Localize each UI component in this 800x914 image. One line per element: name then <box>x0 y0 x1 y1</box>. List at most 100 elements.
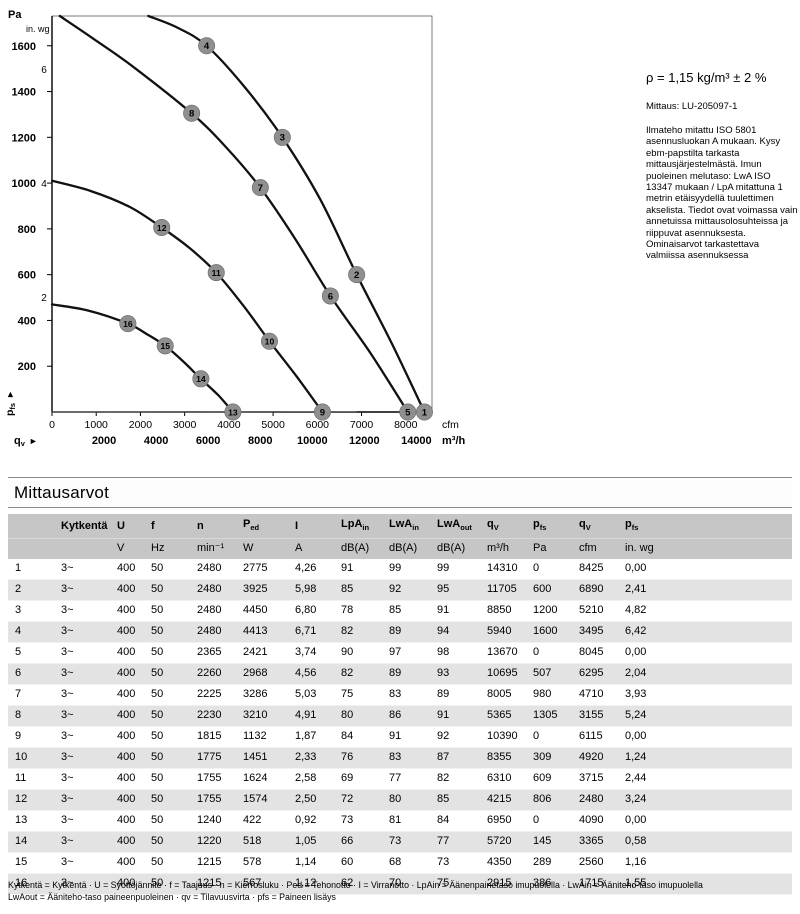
table-cell: 82 <box>341 625 354 638</box>
row-number: 16 <box>15 877 28 890</box>
measurement-note: Ilmateho mitattu ISO 5801 asennusluokan … <box>646 125 798 262</box>
y-tick-label-pa: 600 <box>18 270 36 282</box>
table-cell: 0 <box>533 730 540 743</box>
footnote-line-2: LwAout = Ääniteho-taso paineenpuoleinen … <box>8 891 336 902</box>
row-number: 11 <box>15 772 27 785</box>
table-cell: 86 <box>389 709 402 722</box>
y-tick-label-pa: 400 <box>18 315 36 327</box>
x-tick-label-cfm: 7000 <box>350 419 374 431</box>
column-unit-5: W <box>236 538 288 560</box>
column-header-13: pfs <box>625 518 639 533</box>
fan-curves <box>50 14 426 414</box>
table-cell: 50 <box>151 646 164 659</box>
table-cell: 1,55 <box>625 877 647 890</box>
x-tick-label-cfm: 1000 <box>85 419 109 431</box>
table-cell: 3~ <box>61 772 74 785</box>
pressure-axis-symbol: pfs► <box>4 390 17 416</box>
table-cell: 85 <box>341 583 354 596</box>
table-cell: 84 <box>341 730 354 743</box>
table-cell: 0 <box>533 814 540 827</box>
table-cell: 1775 <box>197 751 222 764</box>
table-row-12: 12 3~ 400 50 1755 1574 2,50 72 80 85 4215 806 2480 3,… <box>8 789 792 811</box>
table-cell: 80 <box>389 793 402 806</box>
column-unit-10: m³/h <box>480 538 526 560</box>
row-number: 7 <box>15 688 22 701</box>
table-cell: 1715 <box>579 877 604 890</box>
table-cell: 3286 <box>243 688 268 701</box>
operating-point-circle <box>207 264 225 282</box>
row-number: 15 <box>15 856 28 869</box>
column-unit-3: Hz <box>144 538 190 560</box>
table-cell: 4920 <box>579 751 604 764</box>
table-cell: 50 <box>151 877 164 890</box>
table-cell: 3~ <box>61 688 74 701</box>
operating-point-number: 10 <box>265 337 275 347</box>
y-tick-label-pa: 1200 <box>12 132 36 144</box>
table-cell: 8355 <box>487 751 512 764</box>
table-cell: 4090 <box>579 814 604 827</box>
table-cell: 50 <box>151 583 164 596</box>
table-cell: 2230 <box>197 709 222 722</box>
table-cell: 70 <box>389 877 402 890</box>
operating-point-4: 4 <box>198 37 216 55</box>
column-header-0 <box>8 514 54 539</box>
table-cell: 3~ <box>61 709 74 722</box>
table-cell: 2,58 <box>295 772 317 785</box>
table-cell: 400 <box>117 793 136 806</box>
footnote-line-1: Kytkentä = Kytkentä · U = Syöttöjännite … <box>8 880 703 890</box>
table-row-6: 6 3~ 400 50 2260 2968 4,56 82 89 93 10695 507 6295 2,… <box>8 663 792 685</box>
table-cell: 8425 <box>579 562 604 575</box>
operating-point-number: 1 <box>422 407 428 418</box>
table-cell: 77 <box>437 835 450 848</box>
table-cell: 73 <box>437 856 450 869</box>
table-cell: 0,00 <box>625 646 647 659</box>
table-cell: 3~ <box>61 583 74 596</box>
table-cell: 3~ <box>61 856 74 869</box>
operating-point-number: 13 <box>228 407 238 417</box>
plot-frame <box>51 15 433 413</box>
table-cell: 400 <box>117 856 136 869</box>
table-cell-filler <box>666 706 792 727</box>
table-cell: 81 <box>389 814 402 827</box>
operating-point-circle <box>119 315 137 333</box>
table-cell: 3~ <box>61 814 74 827</box>
table-cell: 80 <box>341 709 354 722</box>
row-number: 3 <box>15 604 22 617</box>
table-cell-filler <box>666 685 792 706</box>
x-axis-unit-cfm: cfm <box>442 419 459 431</box>
column-unit-0 <box>8 538 54 560</box>
operating-point-11: 11 <box>207 264 225 282</box>
operating-point-15: 15 <box>156 337 174 355</box>
x-tick-label-cfm: 0 <box>49 419 55 431</box>
operating-point-13: 13 <box>224 403 242 421</box>
y-tick-label-pa: 800 <box>18 224 36 236</box>
operating-point-number: 9 <box>320 407 325 418</box>
operating-point-number: 3 <box>280 133 285 144</box>
table-row-15: 15 3~ 400 50 1215 578 1,14 60 68 73 4350 289 2560 1,1… <box>8 852 792 874</box>
table-cell: 5,98 <box>295 583 317 596</box>
column-header-8: LwAin <box>389 518 419 533</box>
table-cell: 89 <box>389 667 402 680</box>
table-cell: 2,04 <box>625 667 647 680</box>
table-cell: 91 <box>389 730 402 743</box>
table-cell: 13670 <box>487 646 518 659</box>
table-cell: 50 <box>151 562 164 575</box>
table-cell-filler <box>666 811 792 832</box>
table-cell: 6,42 <box>625 625 647 638</box>
table-cell: 3~ <box>61 667 74 680</box>
column-unit-4: min⁻¹ <box>190 538 236 560</box>
x-tick-label-cfm: 3000 <box>173 419 197 431</box>
operating-point-circle <box>260 332 278 350</box>
table-cell: 60 <box>341 856 354 869</box>
table-cell: 3,74 <box>295 646 317 659</box>
table-cell: 85 <box>389 604 402 617</box>
table-cell: 3155 <box>579 709 604 722</box>
fan-curve-1800-rpm <box>50 179 324 414</box>
table-cell: 5940 <box>487 625 512 638</box>
table-cell: 518 <box>243 835 262 848</box>
section-title: Mittausarvot <box>14 482 109 502</box>
row-number: 4 <box>15 625 22 638</box>
table-cell: 77 <box>389 772 402 785</box>
operating-point-circle <box>273 128 291 146</box>
